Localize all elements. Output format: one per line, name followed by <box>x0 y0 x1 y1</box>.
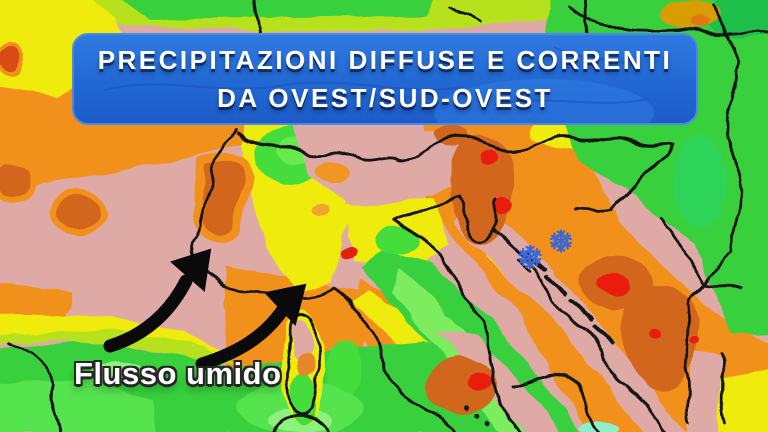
flow-arrows <box>103 248 307 371</box>
banner-underlay-pattern <box>103 46 654 123</box>
banner-title-line1: PRECIPITAZIONI DIFFUSE E CORRENTI <box>97 45 673 75</box>
title-banner: PRECIPITAZIONI DIFFUSE E CORRENTI DA OVE… <box>72 33 698 125</box>
flow-arrow-icon <box>195 283 307 371</box>
flow-arrow-icon <box>103 248 212 353</box>
flow-label: Flusso umido <box>74 356 282 391</box>
country-borders <box>6 0 768 432</box>
banner-title-line2: DA OVEST/SUD-OVEST <box>217 83 553 113</box>
